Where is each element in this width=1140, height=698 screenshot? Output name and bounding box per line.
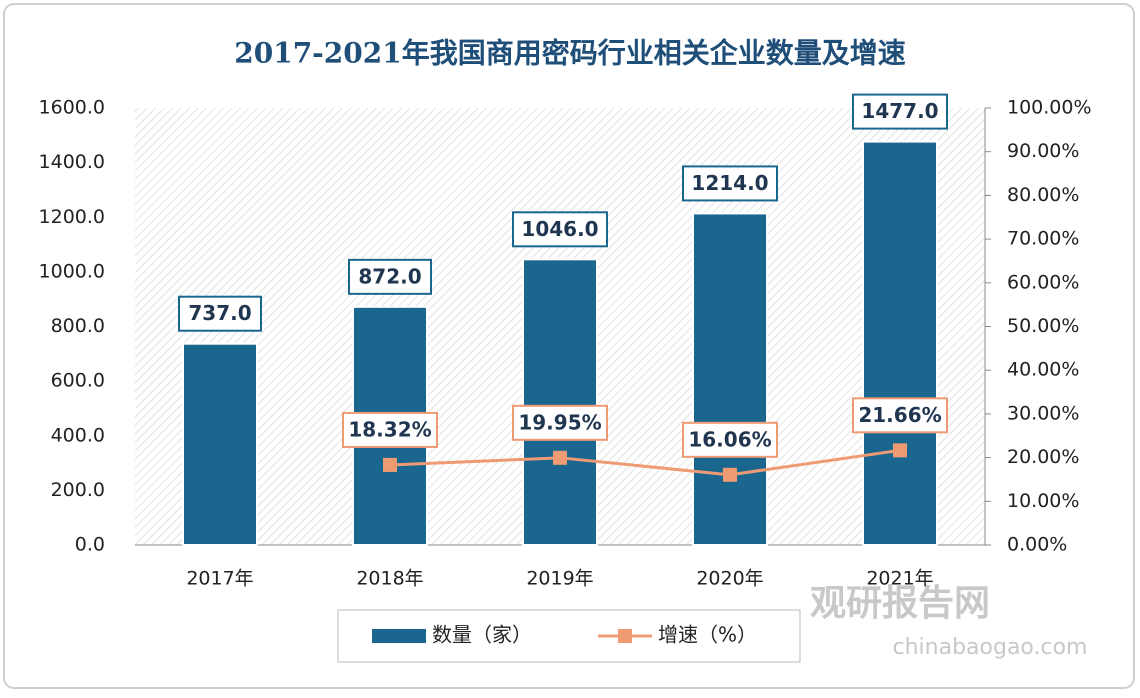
x-tick-label: 2020年 [696, 568, 763, 590]
value-label: 872.0 [358, 264, 421, 288]
line-marker [383, 457, 397, 472]
value-label: 1046.0 [521, 217, 598, 241]
value-label-box [512, 404, 608, 441]
y2-tick-label: 70.00% [1007, 228, 1079, 250]
y2-tick-label: 100.00% [1007, 97, 1092, 119]
y2-tick-label: 20.00% [1007, 446, 1079, 468]
bar [862, 140, 938, 547]
y-tick-label: 400.0 [51, 424, 105, 446]
legend-label: 增速（%） [658, 623, 757, 647]
value-label: 16.06% [688, 427, 771, 451]
y-tick-label: 200.0 [51, 479, 105, 501]
x-tick-label: 2021年 [866, 568, 933, 590]
y-tick-label: 800.0 [51, 315, 105, 337]
legend-swatch-marker [618, 629, 632, 643]
bar [522, 258, 598, 546]
x-tick-label: 2019年 [526, 568, 593, 590]
watermark-url: chinabaogao.com [893, 635, 1088, 660]
chart-title: 2017-2021年我国商用密码行业相关企业数量及增速 [234, 37, 905, 70]
value-label-box [852, 397, 948, 434]
y-tick-label: 1600.0 [39, 97, 105, 119]
bar [692, 212, 768, 547]
y2-tick-label: 10.00% [1007, 490, 1079, 512]
value-label-box [682, 165, 778, 202]
x-tick-label: 2017年 [186, 568, 253, 590]
y2-tick-label: 50.00% [1007, 315, 1079, 337]
value-label: 21.66% [858, 403, 941, 427]
value-label-box [682, 421, 778, 458]
y-tick-label: 1400.0 [39, 151, 105, 173]
line-marker [553, 450, 567, 465]
line-marker [893, 443, 907, 458]
y-tick-label: 0.0 [75, 534, 105, 556]
value-label: 1214.0 [691, 171, 768, 195]
x-tick-label: 2018年 [356, 568, 423, 590]
watermark-logo: 观研报告网 [810, 583, 990, 624]
value-label: 1477.0 [861, 99, 938, 123]
y2-tick-label: 90.00% [1007, 140, 1079, 162]
value-label-box [178, 295, 262, 332]
value-label: 18.32% [348, 417, 431, 441]
y-tick-label: 1000.0 [39, 260, 105, 282]
value-label-box [348, 258, 432, 295]
y2-tick-label: 80.00% [1007, 184, 1079, 206]
value-label-box [852, 93, 948, 130]
line [389, 448, 901, 477]
value-label-box [512, 211, 608, 248]
y2-tick-label: 0.00% [1007, 534, 1067, 556]
legend-swatch [372, 629, 426, 643]
legend-label: 数量（家） [432, 623, 532, 647]
line-marker [723, 467, 737, 482]
y2-tick-label: 40.00% [1007, 359, 1079, 381]
y2-tick-label: 30.00% [1007, 402, 1079, 424]
value-label: 19.95% [518, 410, 601, 434]
y2-tick-label: 60.00% [1007, 271, 1079, 293]
value-label-box [342, 411, 438, 448]
y-tick-label: 600.0 [51, 370, 105, 392]
y-tick-label: 1200.0 [39, 206, 105, 228]
bar [182, 342, 258, 546]
value-label: 737.0 [188, 301, 251, 325]
